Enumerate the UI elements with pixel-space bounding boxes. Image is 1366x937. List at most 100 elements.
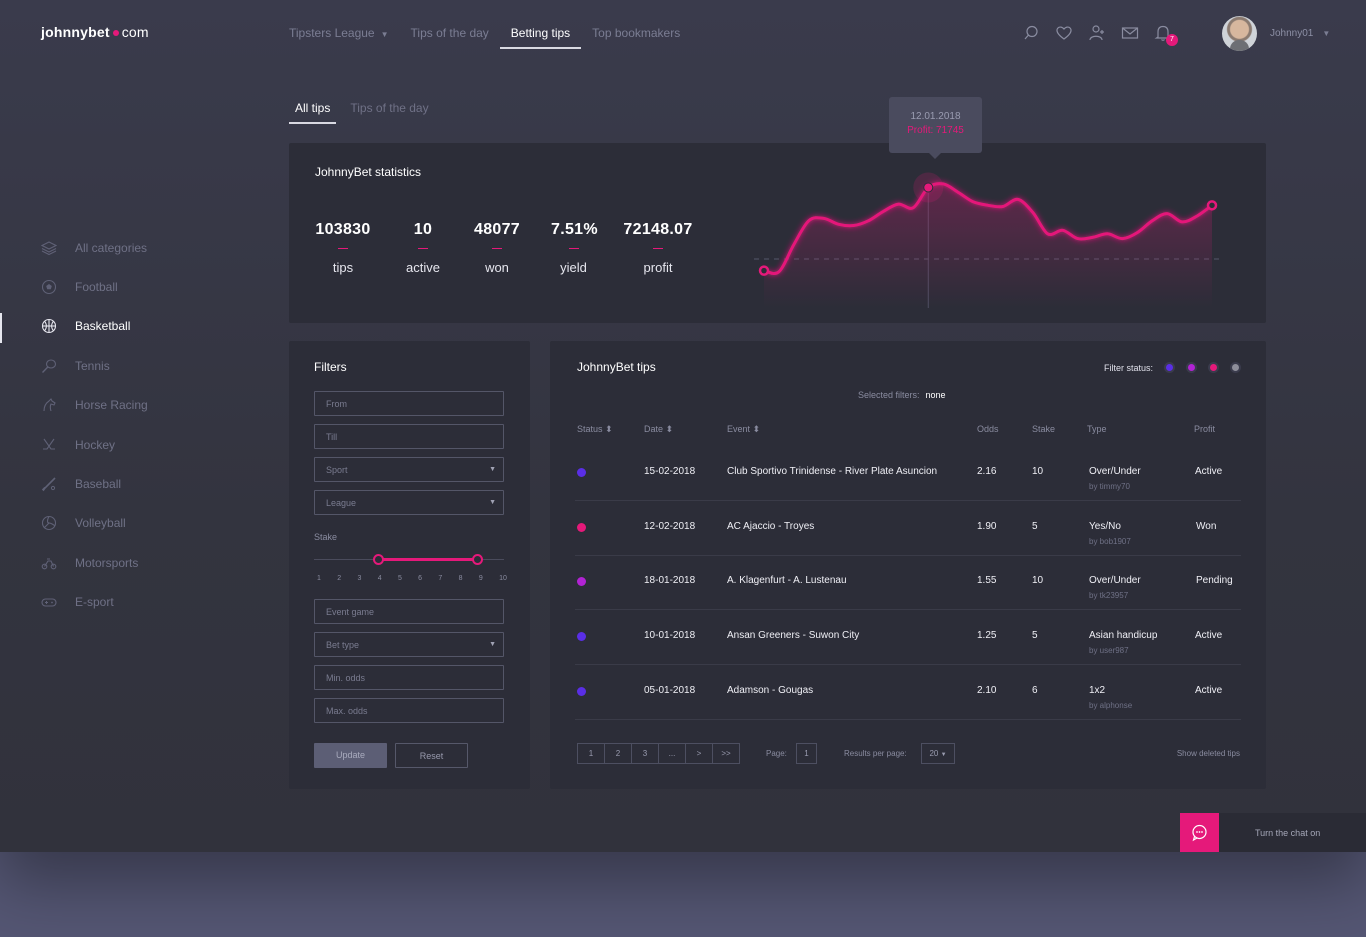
main-nav: Tipsters League ▼ Tips of the day Betting… (289, 0, 691, 50)
stat-label: active (406, 260, 440, 275)
sidebar-item-horse-racing[interactable]: Horse Racing (0, 386, 200, 425)
nav-top-bookmakers[interactable]: Top bookmakers (592, 26, 681, 40)
chat-bubble-icon (1192, 824, 1207, 842)
sidebar-item-volleyball[interactable]: Volleyball (0, 504, 200, 543)
search-icon[interactable] (1022, 24, 1040, 42)
tips-card: JohnnyBet tips Filter status: Selected f… (550, 341, 1266, 789)
status-dot (577, 468, 586, 477)
page-button-3[interactable]: 3 (631, 743, 659, 764)
min-odds-input[interactable]: Min. odds (314, 665, 504, 690)
stake-tick: 10 (499, 575, 507, 582)
app-window: johnnybet com Tipsters League ▼ Tips of th… (0, 0, 1366, 852)
cell-profit: Pending (1196, 575, 1233, 586)
page-ellipsis[interactable]: ... (658, 743, 686, 764)
status-filter-dot[interactable] (1208, 362, 1219, 373)
chart-highlight-point[interactable] (923, 182, 934, 193)
stake-tick: 9 (478, 575, 483, 582)
sort-icon: ⬍ (605, 424, 613, 434)
sidebar-item-baseball[interactable]: Baseball (0, 464, 200, 503)
table-row[interactable]: 10-01-2018 Ansan Greeners - Suwon City 1… (575, 610, 1241, 665)
notifications[interactable]: 7 (1154, 24, 1178, 46)
event-game-input[interactable]: Event game (314, 599, 504, 624)
chart-start-point (758, 265, 770, 276)
profit-chart (754, 172, 1222, 308)
stake-tick: 8 (458, 575, 463, 582)
cell-author: by timmy70 (1089, 482, 1130, 491)
cell-stake: 6 (1032, 685, 1038, 696)
stake-slider-min-handle[interactable] (373, 554, 384, 565)
sidebar-item-label: Volleyball (75, 516, 126, 531)
gamepad-icon (41, 598, 57, 607)
cell-type: Yes/No (1089, 521, 1121, 532)
stake-slider-max-handle[interactable] (472, 554, 483, 565)
heart-icon[interactable] (1055, 24, 1073, 42)
sport-select[interactable]: Sport ▼ (314, 457, 504, 482)
till-date-input[interactable]: Till (314, 424, 504, 449)
sidebar-item-label: Motorsports (75, 555, 139, 570)
reset-button[interactable]: Reset (395, 743, 468, 768)
per-page-select[interactable]: 20 ▼ (921, 743, 955, 764)
tips-title: JohnnyBet tips (577, 360, 656, 374)
cell-event: Adamson - Gougas (727, 685, 814, 696)
nav-tips-of-the-day[interactable]: Tips of the day (410, 26, 489, 40)
column-date[interactable]: Date ⬍ (644, 424, 674, 434)
update-button[interactable]: Update (314, 743, 387, 768)
table-row[interactable]: 15-02-2018 Club Sportivo Trinidense - Ri… (575, 446, 1241, 501)
logo[interactable]: johnnybet com (41, 24, 149, 40)
nav-tipsters-league[interactable]: Tipsters League ▼ (289, 26, 389, 40)
tab-tips-of-the-day[interactable]: Tips of the day (350, 101, 429, 115)
next-page-button[interactable]: > (685, 743, 713, 764)
last-page-button[interactable]: >> (712, 743, 740, 764)
page-input[interactable]: 1 (796, 743, 817, 764)
sidebar-item-label: Hockey (75, 437, 116, 452)
horse-icon (43, 398, 56, 412)
sidebar-item-e-sport[interactable]: E-sport (0, 583, 200, 622)
column-event[interactable]: Event ⬍ (727, 424, 761, 434)
sidebar-item-motorsports[interactable]: Motorsports (0, 543, 200, 582)
table-row[interactable]: 12-02-2018 AC Ajaccio - Troyes 1.90 5 Ye… (575, 501, 1241, 556)
tab-all-tips[interactable]: All tips (289, 99, 337, 124)
status-filter-dot[interactable] (1164, 362, 1175, 373)
user-add-icon[interactable] (1088, 24, 1106, 42)
filters-title: Filters (314, 360, 347, 374)
sidebar-item-label: All categories (75, 240, 148, 255)
status-filter-dot[interactable] (1230, 362, 1241, 373)
column-status[interactable]: Status ⬍ (577, 424, 613, 434)
cell-stake: 5 (1032, 521, 1038, 532)
cell-stake: 10 (1032, 575, 1044, 586)
stake-tick: 1 (317, 575, 321, 582)
sidebar-item-basketball[interactable]: Basketball (0, 307, 200, 346)
stat-yield: 7.51% yield (551, 221, 598, 275)
avatar[interactable] (1222, 16, 1257, 51)
stat-value: 72148.07 (623, 221, 693, 238)
pagination: 1 2 3 ... > >> (577, 743, 740, 764)
chart-end-point (1206, 200, 1218, 211)
sidebar-item-label: Basketball (75, 319, 131, 334)
statistics-title: JohnnyBet statistics (315, 165, 422, 179)
sidebar-item-tennis[interactable]: Tennis (0, 346, 200, 385)
user-menu[interactable]: Johnny01 ▼ (1270, 28, 1331, 39)
sidebar-item-hockey[interactable]: Hockey (0, 425, 200, 464)
bet-type-select[interactable]: Bet type ▼ (314, 632, 504, 657)
from-date-input[interactable]: From (314, 391, 504, 416)
status-filter-dot[interactable] (1186, 362, 1197, 373)
chevron-down-icon: ▼ (940, 752, 947, 758)
status-dot (577, 577, 586, 586)
page-button-2[interactable]: 2 (604, 743, 632, 764)
cell-author: by tk23957 (1089, 591, 1129, 600)
chart-area (764, 183, 1212, 308)
page-button-1[interactable]: 1 (577, 743, 605, 764)
show-deleted-tips-link[interactable]: Show deleted tips (1176, 749, 1240, 758)
mail-icon[interactable] (1121, 24, 1139, 42)
league-select[interactable]: League ▼ (314, 490, 504, 515)
table-row[interactable]: 18-01-2018 A. Klagenfurt - A. Lustenau 1… (575, 555, 1241, 610)
nav-betting-tips[interactable]: Betting tips (499, 0, 582, 49)
sidebar-item-all-categories[interactable]: All categories (0, 228, 200, 267)
chat-toggle-label[interactable]: Turn the chat on (1255, 828, 1321, 838)
max-odds-input[interactable]: Max. odds (314, 698, 504, 723)
tips-tabs: All tips Tips of the day (289, 99, 443, 124)
table-row[interactable]: 05-01-2018 Adamson - Gougas 2.10 6 1x2 b… (575, 665, 1241, 720)
sidebar-item-football[interactable]: Football (0, 267, 200, 306)
cell-event: AC Ajaccio - Troyes (727, 521, 815, 532)
chat-button[interactable] (1180, 813, 1219, 852)
